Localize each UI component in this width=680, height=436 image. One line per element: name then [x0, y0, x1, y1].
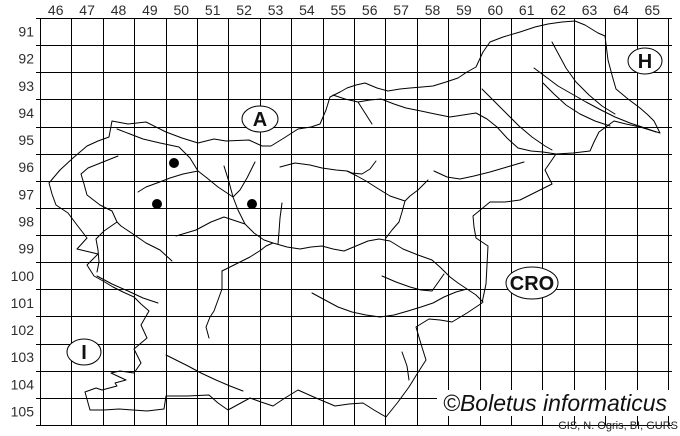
- river-ljubljanica: [221, 242, 274, 272]
- col-label: 48: [111, 2, 127, 18]
- col-label: 52: [236, 2, 252, 18]
- occurrence-dots: [152, 158, 257, 209]
- row-label: 99: [18, 241, 34, 257]
- country-oval-croatia: [505, 266, 559, 300]
- row-label: 93: [18, 78, 34, 94]
- col-label: 57: [393, 2, 409, 18]
- row-axis-labels: 91 92 93 94 95 96 97 98 99 100 101 102 103 104 105: [11, 24, 35, 420]
- river-pivka: [205, 270, 223, 339]
- row-label: 98: [18, 214, 34, 230]
- row-label: 104: [11, 376, 35, 392]
- river-dravinja: [433, 161, 525, 180]
- river-kamniska-bistrica: [277, 202, 283, 245]
- credits: ©Boletus informaticus GIS, N. Ogris, BI,…: [437, 390, 678, 432]
- country-oval-austria: [241, 105, 279, 133]
- river-idrijca: [116, 221, 173, 262]
- occurrence-dot: [169, 158, 179, 168]
- country-label-austria: A: [253, 109, 267, 131]
- river-reka: [165, 354, 244, 392]
- river-hudinja: [404, 179, 429, 202]
- col-label: 49: [142, 2, 158, 18]
- river-drava: [357, 98, 557, 155]
- river-ledava: [551, 41, 616, 115]
- river-paka: [346, 160, 377, 175]
- mtb-grid-lines: [36, 18, 672, 426]
- col-label: 63: [582, 2, 598, 18]
- river-mura: [533, 67, 657, 133]
- country-label-italy: I: [81, 342, 87, 364]
- occurrence-dot: [247, 199, 257, 209]
- rivers: [80, 41, 657, 392]
- col-label: 62: [550, 2, 566, 18]
- row-label: 100: [11, 268, 35, 284]
- river-sava-bohinjka: [137, 170, 199, 193]
- river-trziska-bistrica: [223, 165, 234, 198]
- river-mislinja: [357, 101, 373, 125]
- river-lahinja: [401, 351, 410, 381]
- row-label: 102: [11, 322, 35, 338]
- copyright-text: ©Boletus informaticus: [443, 390, 668, 416]
- river-mirna: [381, 273, 445, 292]
- river-krka: [311, 288, 468, 318]
- row-label: 91: [18, 24, 34, 40]
- col-label: 46: [48, 2, 64, 18]
- country-border-path: [48, 20, 661, 418]
- col-label: 51: [205, 2, 221, 18]
- col-label: 58: [425, 2, 441, 18]
- col-label: 59: [456, 2, 472, 18]
- attribution-text: GIS, N. Ogris, BI, GURS: [558, 420, 678, 432]
- river-sora: [175, 216, 246, 237]
- slovenia-border-outline: [48, 20, 661, 418]
- row-label: 95: [18, 132, 34, 148]
- river-sava: [116, 128, 484, 303]
- col-label: 64: [613, 2, 629, 18]
- row-label: 94: [18, 105, 34, 121]
- river-scavnica: [542, 82, 611, 127]
- col-label: 55: [331, 2, 347, 18]
- col-label: 47: [79, 2, 95, 18]
- row-label: 101: [11, 295, 35, 311]
- river-vipava: [96, 275, 159, 304]
- col-label: 56: [362, 2, 378, 18]
- occurrence-dot: [152, 199, 162, 209]
- row-label: 96: [18, 159, 34, 175]
- row-label: 97: [18, 186, 34, 202]
- col-label: 60: [488, 2, 504, 18]
- river-kokra: [232, 161, 256, 198]
- row-label: 105: [11, 403, 35, 419]
- river-meza: [332, 94, 359, 103]
- country-oval-hungary: [627, 47, 663, 75]
- country-labels: A H CRO I: [66, 47, 663, 366]
- river-pesnica: [481, 88, 553, 151]
- row-label: 103: [11, 349, 35, 365]
- country-label-hungary: H: [638, 51, 652, 73]
- copyright-backdrop: [437, 390, 673, 416]
- river-savinja: [279, 162, 406, 239]
- col-label: 50: [174, 2, 190, 18]
- country-oval-italy: [66, 338, 102, 366]
- column-axis-labels: 46 47 48 49 50 51 52 53 54 55 56 57 58 59 60 61 62 63 64 65: [48, 2, 660, 18]
- col-label: 65: [645, 2, 661, 18]
- col-label: 53: [268, 2, 284, 18]
- col-label: 61: [519, 2, 535, 18]
- country-label-croatia: CRO: [510, 273, 554, 295]
- col-label: 54: [299, 2, 315, 18]
- river-soca: [80, 155, 119, 273]
- row-label: 92: [18, 51, 34, 67]
